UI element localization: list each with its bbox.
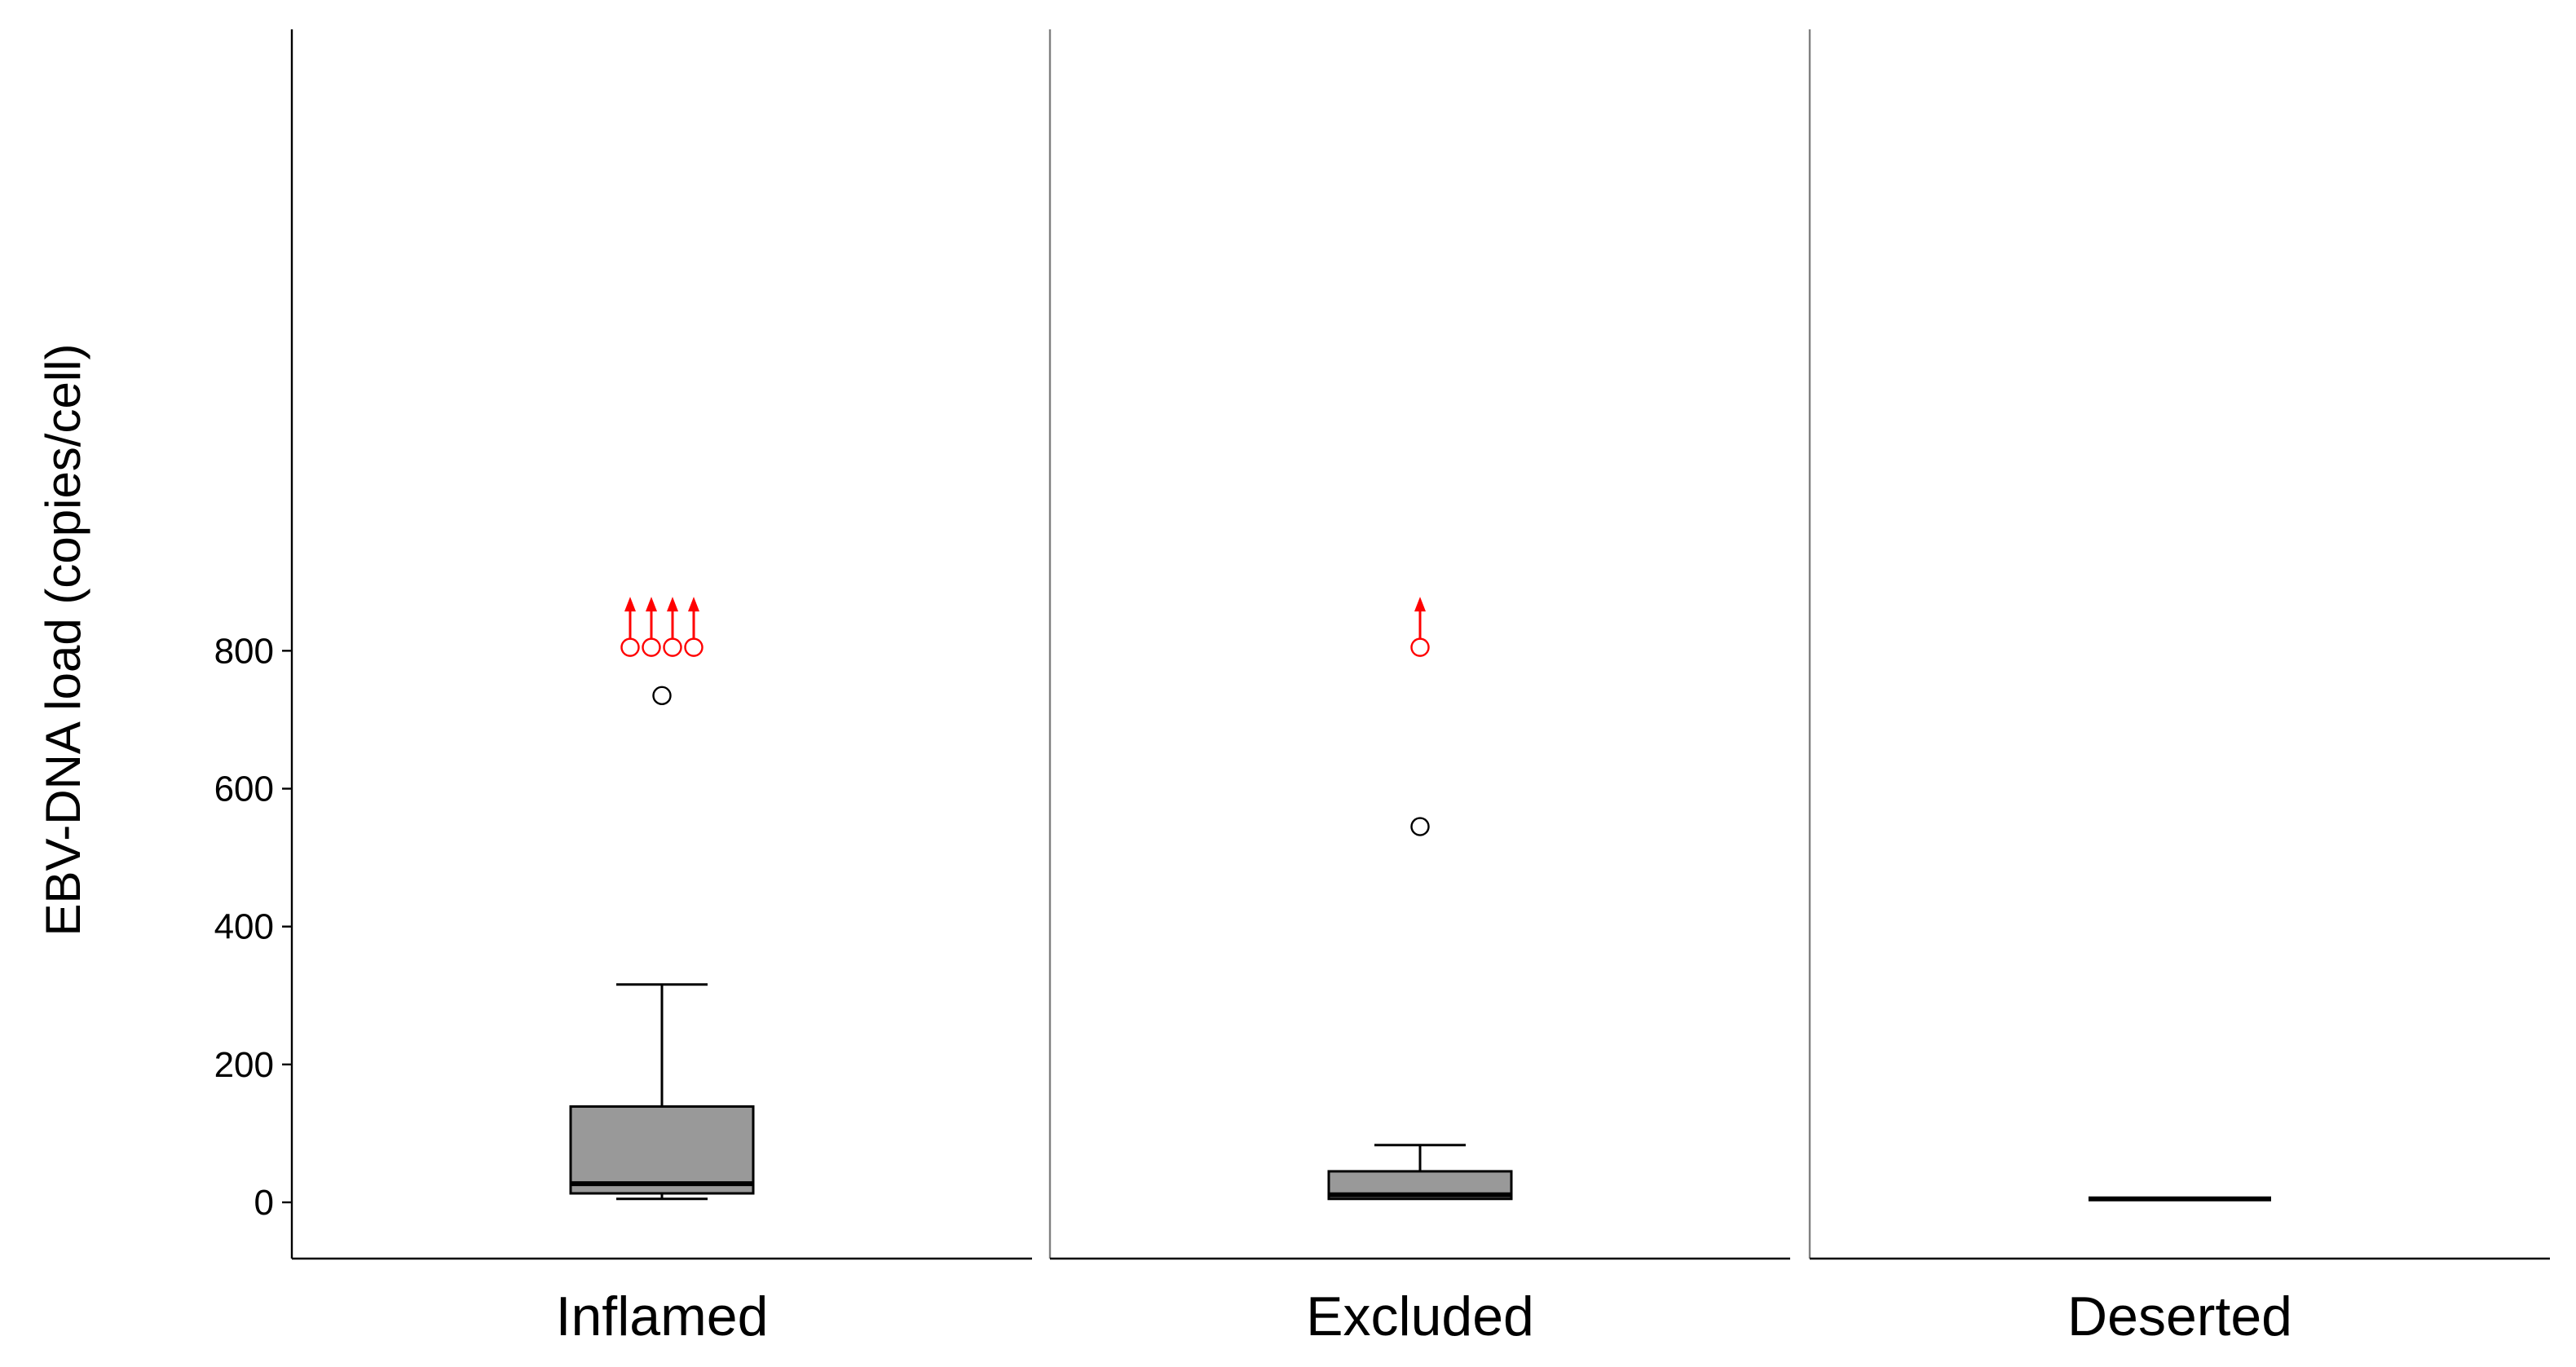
y-axis: 0 200 400 600 800	[214, 631, 292, 1223]
category-labels: Inflamed Excluded Deserted	[556, 1285, 2292, 1347]
box-series	[569, 983, 2271, 1202]
box-excluded	[1327, 1144, 1513, 1201]
y-tick-label: 600	[214, 769, 274, 809]
offscale-outlier	[663, 597, 682, 657]
box-inflamed	[569, 983, 755, 1201]
offscale-outlier	[642, 597, 661, 657]
outlier-points	[620, 597, 1430, 836]
offscale-outlier	[684, 597, 704, 657]
y-tick-label: 800	[214, 631, 274, 671]
iqr-box	[569, 1105, 755, 1195]
category-label-inflamed: Inflamed	[556, 1285, 769, 1347]
category-label-deserted: Deserted	[2067, 1285, 2292, 1347]
outlier-point	[1410, 817, 1430, 836]
offscale-arrow-head	[667, 597, 678, 612]
offscale-outlier	[1410, 597, 1430, 657]
offscale-arrow-head	[1414, 597, 1426, 612]
panel-frames	[290, 29, 2550, 1260]
offscale-outlier-circle	[620, 637, 640, 657]
offscale-arrow-head	[624, 597, 636, 612]
offscale-arrow-head	[646, 597, 657, 612]
y-tick-label: 400	[214, 907, 274, 947]
offscale-outlier-circle	[1410, 637, 1430, 657]
outlier-point	[652, 686, 672, 706]
y-tick-label: 0	[254, 1183, 274, 1223]
y-axis-title: EBV-DNA load (copies/cell)	[36, 344, 90, 937]
offscale-outlier-circle	[642, 637, 661, 657]
offscale-outlier-circle	[684, 637, 704, 657]
y-tick-label: 200	[214, 1045, 274, 1085]
offscale-outlier-circle	[663, 637, 682, 657]
offscale-outlier	[620, 597, 640, 657]
offscale-arrow-head	[688, 597, 699, 612]
category-label-excluded: Excluded	[1306, 1285, 1534, 1347]
